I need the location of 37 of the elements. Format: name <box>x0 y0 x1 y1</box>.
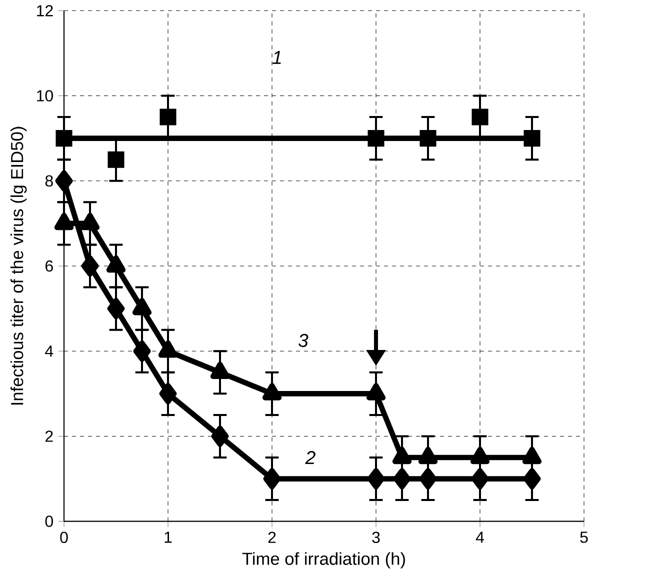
point <box>55 170 73 192</box>
point <box>471 468 489 490</box>
x-axis-title: Time of irradiation (h) <box>242 552 405 568</box>
point <box>81 255 99 277</box>
point <box>107 298 125 320</box>
point <box>56 130 72 146</box>
point <box>263 468 281 490</box>
point <box>108 151 124 168</box>
y-tick-label: 2 <box>46 430 53 442</box>
annotation: 3 <box>298 334 308 347</box>
point <box>523 468 541 490</box>
point <box>420 130 436 146</box>
x-tick-label: 5 <box>580 532 588 543</box>
point <box>160 108 176 126</box>
point <box>159 382 177 404</box>
y-axis-title: Infectious titer of the virus (lg EID50) <box>10 126 27 404</box>
y-tick-label: 0 <box>45 516 53 527</box>
annotation: 2 <box>305 450 316 464</box>
point <box>393 468 411 490</box>
x-tick-label: 1 <box>164 532 172 543</box>
x-tick-label: 2 <box>268 532 276 543</box>
x-tick-label: 3 <box>372 532 380 543</box>
x-tick-label: 0 <box>60 532 68 543</box>
point <box>419 468 437 490</box>
y-tick-label: 4 <box>45 345 54 356</box>
x-tick-label: 4 <box>476 532 484 543</box>
y-tick-label: 10 <box>37 90 53 102</box>
annotation: 1 <box>272 50 281 64</box>
y-tick-label: 12 <box>37 4 53 16</box>
point <box>524 130 540 146</box>
point <box>211 425 229 447</box>
point <box>472 108 488 126</box>
point <box>367 468 385 490</box>
point <box>368 130 384 146</box>
point <box>133 340 151 362</box>
y-tick-label: 8 <box>45 175 53 186</box>
y-tick-label: 6 <box>46 260 53 272</box>
